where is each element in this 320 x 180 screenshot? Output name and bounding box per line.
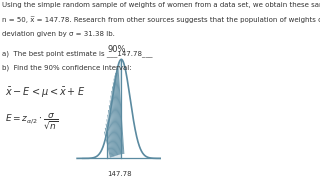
Text: n = 50, x̅ = 147.78. Research from other sources suggests that the population of: n = 50, x̅ = 147.78. Research from other… [2, 16, 320, 23]
Text: 90%: 90% [108, 45, 126, 54]
Text: $E=z_{\alpha/2} \cdot \dfrac{\sigma}{\sqrt{n}}$: $E=z_{\alpha/2} \cdot \dfrac{\sigma}{\sq… [5, 112, 59, 131]
Text: Using the simple random sample of weights of women from a data set, we obtain th: Using the simple random sample of weight… [2, 2, 320, 8]
Text: 147.78: 147.78 [108, 171, 132, 177]
Text: b)  Find the 90% confidence interval:: b) Find the 90% confidence interval: [2, 65, 131, 71]
Text: deviation given by σ = 31.38 lb.: deviation given by σ = 31.38 lb. [2, 31, 115, 37]
Text: $\bar{x}-E<\mu<\bar{x}+E$: $\bar{x}-E<\mu<\bar{x}+E$ [5, 86, 85, 100]
Text: a)  The best point estimate is ___147.78___: a) The best point estimate is ___147.78_… [2, 50, 152, 57]
